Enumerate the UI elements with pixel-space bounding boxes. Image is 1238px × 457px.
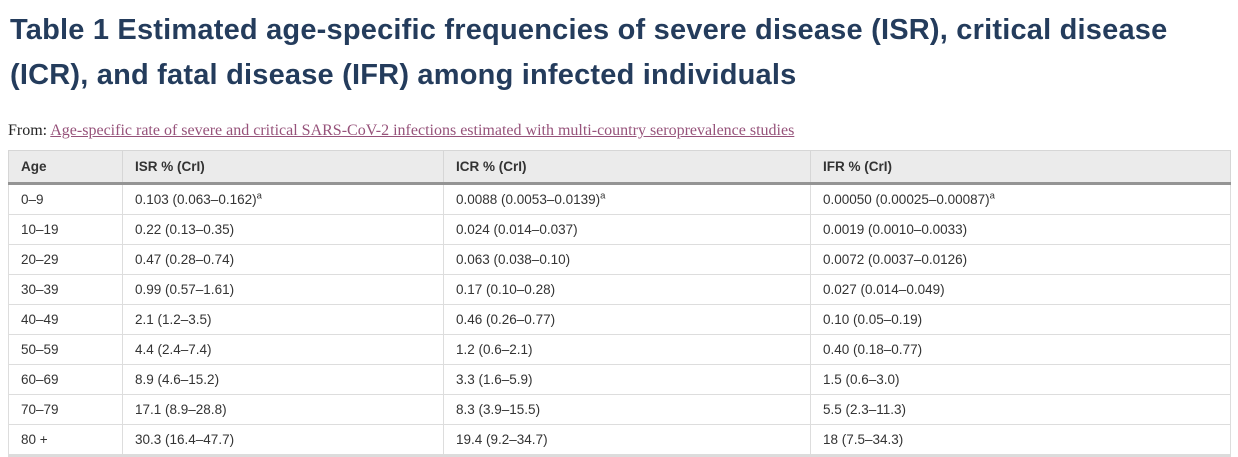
table-row: 60–69 8.9 (4.6–15.2) 3.3 (1.6–5.9) 1.5 (0.6…: [8, 364, 1231, 395]
footnote-marker: a: [989, 190, 995, 202]
cell-isr: 0.99 (0.57–1.61): [122, 274, 444, 305]
cell-ifr: 0.0019 (0.0010–0.0033): [810, 214, 1231, 245]
column-header-ifr: IFR % (CrI): [810, 150, 1231, 185]
page-title: Table 1 Estimated age-specific frequenci…: [10, 14, 1168, 91]
table-header-row: Age ISR % (CrI) ICR % (CrI) IFR % (CrI): [8, 150, 1231, 185]
from-label: From:: [8, 122, 48, 139]
cell-isr: 0.47 (0.28–0.74): [122, 244, 444, 275]
cell-icr: 3.3 (1.6–5.9): [443, 364, 811, 395]
cell-ifr: 0.00050 (0.00025–0.00087)a: [810, 183, 1231, 215]
cell-icr: 19.4 (9.2–34.7): [443, 424, 811, 457]
cell-ifr: 18 (7.5–34.3): [810, 424, 1231, 457]
cell-icr: 0.024 (0.014–0.037): [443, 214, 811, 245]
table-row: 70–79 17.1 (8.9–28.8) 8.3 (3.9–15.5) 5.5 (2…: [8, 394, 1231, 425]
cell-icr: 8.3 (3.9–15.5): [443, 394, 811, 425]
cell-isr: 0.22 (0.13–0.35): [122, 214, 444, 245]
cell-ifr: 0.40 (0.18–0.77): [810, 334, 1231, 365]
cell-ifr: 0.027 (0.014–0.049): [810, 274, 1231, 305]
table-row: 30–39 0.99 (0.57–1.61) 0.17 (0.10–0.28) 0.0…: [8, 274, 1231, 305]
cell-age: 20–29: [8, 244, 123, 275]
cell-isr: 0.103 (0.063–0.162)a: [122, 183, 444, 215]
column-header-age: Age: [8, 150, 123, 185]
table-body: 0–9 0.103 (0.063–0.162)a 0.0088 (0.0053–0.…: [8, 183, 1231, 457]
cell-isr: 30.3 (16.4–47.7): [122, 424, 444, 457]
column-header-isr: ISR % (CrI): [122, 150, 444, 185]
cell-ifr: 5.5 (2.3–11.3): [810, 394, 1231, 425]
table-row: 20–29 0.47 (0.28–0.74) 0.063 (0.038–0.10) 0…: [8, 244, 1231, 275]
table-row: 10–19 0.22 (0.13–0.35) 0.024 (0.014–0.037)…: [8, 214, 1231, 245]
cell-ifr: 1.5 (0.6–3.0): [810, 364, 1231, 395]
cell-isr: 17.1 (8.9–28.8): [122, 394, 444, 425]
table-row: 50–59 4.4 (2.4–7.4) 1.2 (0.6–2.1) 0.40 (0.1…: [8, 334, 1231, 365]
cell-icr: 0.17 (0.10–0.28): [443, 274, 811, 305]
table-row: 0–9 0.103 (0.063–0.162)a 0.0088 (0.0053–0.…: [8, 183, 1231, 215]
source-line: From: Age-specific rate of severe and cr…: [8, 122, 1230, 140]
cell-age: 40–49: [8, 304, 123, 335]
cell-age: 70–79: [8, 394, 123, 425]
column-header-icr: ICR % (CrI): [443, 150, 811, 185]
cell-icr: 0.063 (0.038–0.10): [443, 244, 811, 275]
cell-age: 10–19: [8, 214, 123, 245]
footnote-marker: a: [256, 190, 262, 202]
cell-ifr: 0.0072 (0.0037–0.0126): [810, 244, 1231, 275]
cell-icr: 0.46 (0.26–0.77): [443, 304, 811, 335]
table-row: 40–49 2.1 (1.2–3.5) 0.46 (0.26–0.77) 0.10 (…: [8, 304, 1231, 335]
footnote-marker: a: [600, 190, 606, 202]
cell-icr: 0.0088 (0.0053–0.0139)a: [443, 183, 811, 215]
article-table-page: Table 1 Estimated age-specific frequenci…: [0, 8, 1238, 457]
cell-age: 50–59: [8, 334, 123, 365]
table-row: 80 +30.3 (16.4–47.7) 19.4 (9.2–34.7) 18 (7…: [8, 424, 1231, 457]
cell-age: 80 +: [8, 424, 123, 457]
cell-icr: 1.2 (0.6–2.1): [443, 334, 811, 365]
source-article-link[interactable]: Age-specific rate of severe and critical…: [50, 122, 795, 139]
cell-ifr: 0.10 (0.05–0.19): [810, 304, 1231, 335]
cell-isr: 2.1 (1.2–3.5): [122, 304, 444, 335]
estimates-table: Age ISR % (CrI) ICR % (CrI) IFR % (CrI) …: [8, 150, 1231, 457]
table-header: Age ISR % (CrI) ICR % (CrI) IFR % (CrI): [8, 150, 1231, 185]
cell-isr: 4.4 (2.4–7.4): [122, 334, 444, 365]
cell-age: 0–9: [8, 183, 123, 215]
cell-isr: 8.9 (4.6–15.2): [122, 364, 444, 395]
cell-age: 30–39: [8, 274, 123, 305]
cell-age: 60–69: [8, 364, 123, 395]
